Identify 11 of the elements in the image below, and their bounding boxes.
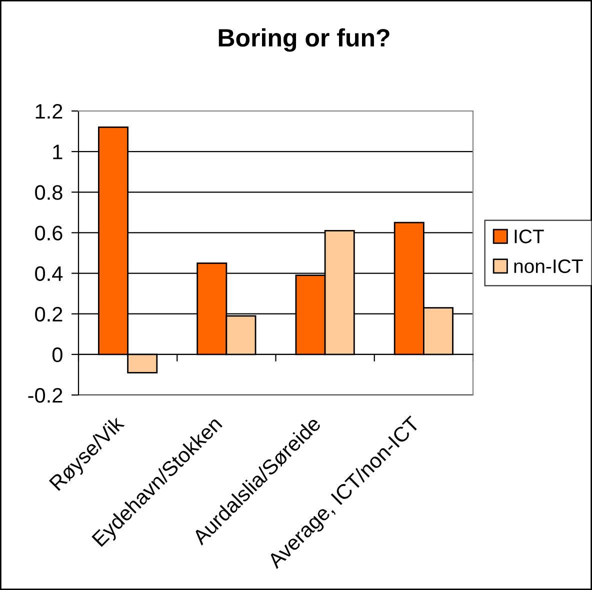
y-tick-label: 0.4 [35,266,63,282]
y-tick-label: 0.2 [35,306,62,322]
y-tick-label: 1.2 [36,104,62,119]
y-tick-label: -0.2 [28,388,62,403]
legend-label: non-ICT [514,259,583,274]
y-tick-label: 0.6 [35,226,62,240]
y-tick-label: 1 [53,144,62,160]
legend-label: ICT [514,230,544,244]
y-tick-label: 0 [52,347,62,362]
y-tick-label: 0.8 [35,185,62,200]
chart-title: Boring or fun? [218,28,390,52]
